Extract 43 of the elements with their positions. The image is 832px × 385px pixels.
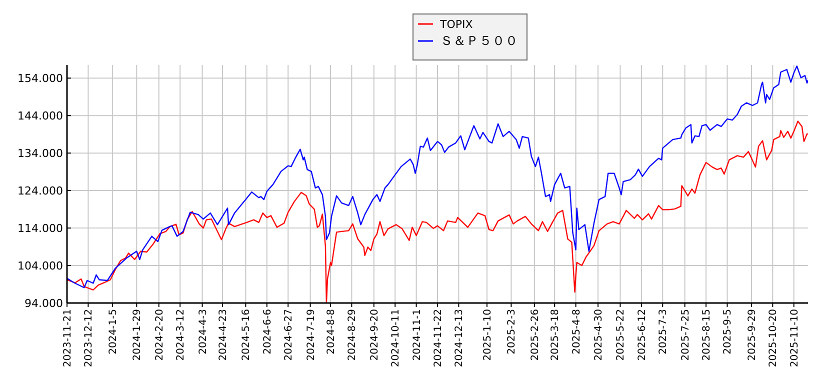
x-tick-label: 2025-8-15 <box>702 309 713 361</box>
x-tick-label: 2025-7-3 <box>658 309 670 354</box>
x-tick-label: 2025-7-25 <box>680 309 692 361</box>
y-tick-label: 124.000 <box>18 184 63 198</box>
x-tick-label: 2024-1-5 <box>108 309 119 354</box>
x-tick-label: 2024-10-11 <box>390 309 402 368</box>
x-tick-label: 2023-11-21 <box>62 309 74 368</box>
x-tick-label: 2024-9-20 <box>369 309 380 361</box>
x-tick-label: 2025-10-20 <box>768 309 780 368</box>
x-tick-label: 2024-11-1 <box>412 309 423 361</box>
x-tick-label: 2024-2-20 <box>154 309 166 361</box>
y-tick-label: 114.000 <box>18 222 63 236</box>
x-tick-label: 2024-6-27 <box>284 309 295 361</box>
x-tick-label: 2024-8-8 <box>326 309 337 354</box>
x-tick-label: 2025-9-29 <box>746 309 758 361</box>
x-tick-label: 2024-1-29 <box>132 309 144 361</box>
x-tick-label: 2024-5-16 <box>241 309 252 361</box>
x-tick-label: 2025-4-8 <box>571 309 582 354</box>
x-tick-label: 2025-2-3 <box>506 309 518 354</box>
x-tick-label: 2024-3-12 <box>176 309 187 361</box>
x-tick-label: 2024-4-23 <box>218 309 229 361</box>
x-tick-label: 2025-11-10 <box>789 309 800 368</box>
x-tick-label: 2025-6-12 <box>636 309 648 361</box>
y-tick-label: 134.000 <box>18 147 63 160</box>
x-tick-label: 2024-6-6 <box>262 309 274 354</box>
legend-label: TOPIX <box>439 18 474 31</box>
x-tick-label: 2025-4-30 <box>594 309 605 361</box>
x-tick-label: 2024-4-3 <box>198 309 209 354</box>
x-tick-label: 2024-7-19 <box>306 309 317 361</box>
x-tick-label: 2025-1-10 <box>482 309 494 361</box>
x-tick-label: 2025-5-22 <box>616 309 627 361</box>
y-tick-label: 144.000 <box>18 110 63 123</box>
x-tick-label: 2025-2-26 <box>530 309 541 361</box>
x-tick-label: 2024-11-22 <box>433 309 444 368</box>
x-tick-label: 2025-3-18 <box>550 309 562 361</box>
y-tick-label: 94.000 <box>24 297 63 310</box>
legend-label: Ｓ＆Ｐ５００ <box>440 34 518 49</box>
x-tick-label: 2024-8-29 <box>347 309 358 361</box>
y-tick-label: 104.000 <box>18 260 63 273</box>
x-tick-label: 2025-9-5 <box>722 309 734 354</box>
x-tick-label: 2024-12-13 <box>454 309 466 368</box>
x-tick-label: 2023-12-12 <box>84 309 95 368</box>
y-tick-label: 154.000 <box>18 72 63 86</box>
